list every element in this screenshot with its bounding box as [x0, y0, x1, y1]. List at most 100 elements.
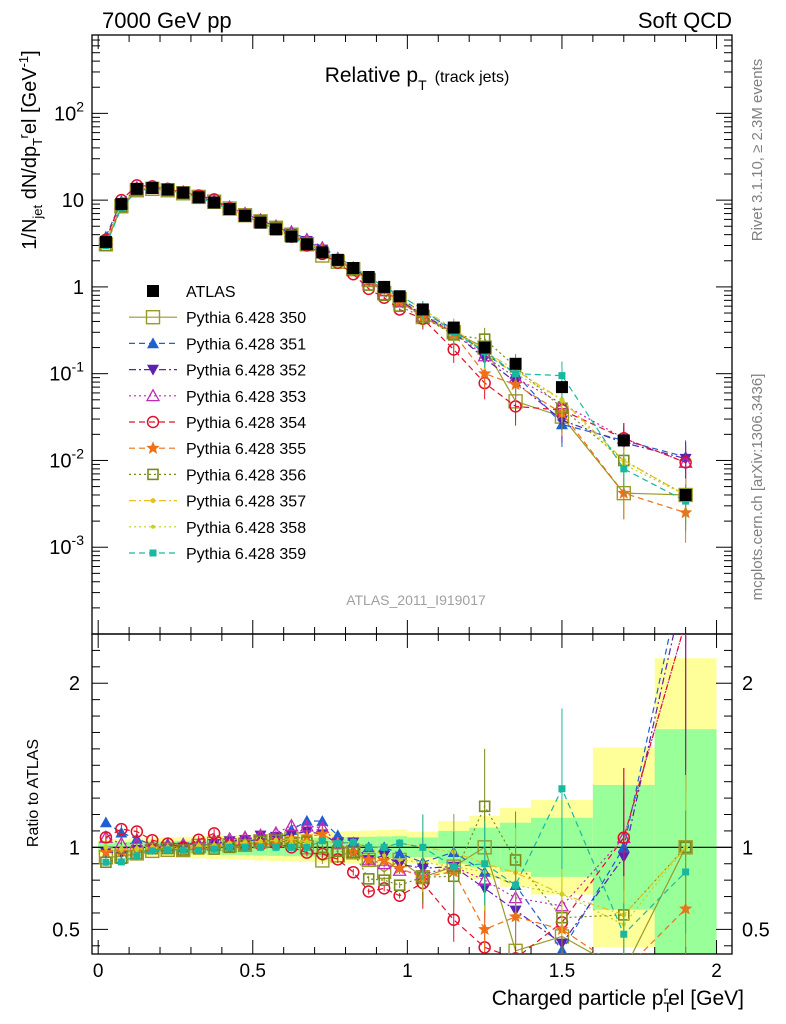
legend-entry: Pythia 6.428 356: [129, 467, 306, 484]
series-359-ratio-point: [272, 843, 280, 851]
series-356-ratio-line: [105, 804, 687, 919]
legend-entry: Pythia 6.428 354: [129, 415, 306, 432]
ratio-series-layer: [98, 554, 693, 977]
series-354-ratio-point: [447, 913, 460, 926]
series-359-ratio-point: [558, 785, 566, 793]
legend-marker: [147, 468, 159, 481]
legend-label: Pythia 6.428 353: [186, 389, 306, 406]
series-359-ratio-point: [396, 839, 404, 847]
series-355-ratio-point: [315, 827, 329, 840]
plot-title-tail: (track jets): [435, 69, 510, 86]
legend-label: Pythia 6.428 359: [186, 546, 306, 563]
x-tick-label: 1: [402, 961, 413, 982]
series-359-ratio-point: [257, 843, 265, 851]
header-energy-label: 7000 GeV pp: [102, 8, 232, 33]
atlas-data-point: [269, 223, 282, 236]
series-355-ratio-point: [377, 853, 391, 867]
atlas-data-point: [300, 238, 313, 251]
series-351-ratio-point: [99, 816, 112, 828]
series-354-ratio-point: [115, 822, 128, 836]
legend-entry: Pythia 6.428 358: [129, 520, 306, 537]
axis-ticks: 0 0.5 1 1.5 2 10-3 10-2 10-1 1 10 102 0.5 0.5 1 1 2 2: [49, 34, 770, 982]
legend-label: Pythia 6.428 352: [186, 363, 306, 380]
plot-title-main: Relative p: [325, 64, 418, 87]
legend-entry: Pythia 6.428 352: [129, 363, 306, 380]
series-351-ratio-point: [331, 829, 344, 841]
series-359-ratio-point: [241, 843, 249, 851]
series-351-ratio-point: [680, 554, 692, 565]
legend-marker: [147, 337, 159, 349]
y-axis-label-top: 1/Njet dN/dpTrel [GeV-1]: [16, 50, 45, 249]
series-359-ratio-point: [287, 843, 295, 851]
legend-marker: [145, 388, 161, 402]
series-354-ratio-point: [207, 827, 221, 840]
y-tick-label-top: 10-2: [49, 445, 84, 472]
series-356-ratio-point: [362, 873, 375, 885]
series-354-ratio-point: [617, 831, 631, 844]
atlas-data-point: [617, 434, 630, 447]
y-tick-label-ratio-right: 2: [742, 673, 753, 695]
atlas-data-point: [239, 209, 252, 222]
series-355-ratio-point: [617, 964, 630, 977]
series-359-ratio-point: [620, 930, 628, 938]
y-tick-label-ratio: 0.5: [52, 919, 80, 941]
plot-title: Relative pT (track jets): [325, 64, 510, 93]
y-tick-label-top: 10-1: [49, 359, 84, 386]
atlas-data-series: [99, 181, 692, 501]
series-354-ratio-point: [680, 616, 691, 627]
series-359-ratio-point: [682, 868, 690, 876]
series-359-ratio-point: [334, 839, 342, 847]
series-359-point: [558, 372, 566, 380]
atlas-data-point: [347, 262, 360, 275]
series-359-ratio-point: [117, 858, 125, 866]
series-355-ratio-point: [478, 922, 492, 935]
legend-entry: Pythia 6.428 359: [129, 546, 306, 563]
series-353-ratio-point: [284, 818, 299, 832]
atlas-data-point: [378, 280, 391, 293]
legend-label: Pythia 6.428 356: [186, 467, 306, 484]
atlas-data-point: [555, 381, 568, 394]
series-358-ratio-point: [134, 847, 139, 852]
legend: ATLAS Pythia 6.428 350 Pythia 6.428 351 Pyt…: [129, 284, 306, 563]
atlas-data-point: [130, 182, 143, 195]
y-axis-label-ratio: Ratio to ATLAS: [25, 739, 42, 847]
series-359-ratio-point: [380, 843, 388, 851]
series-358-ratio-point: [382, 853, 387, 858]
y-tick-label-ratio: 1: [69, 837, 80, 859]
series-359-ratio-point: [419, 843, 427, 851]
series-355-ratio-point: [300, 829, 314, 843]
series-358-ratio-point: [103, 845, 108, 850]
series-356-ratio-point: [478, 800, 491, 813]
atlas-data-point: [208, 196, 221, 209]
y-tick-label-top: 10-3: [49, 532, 84, 559]
series-359-point: [682, 497, 690, 505]
series-358-point: [559, 397, 564, 402]
series-353-ratio-point: [680, 616, 692, 627]
legend-marker: [146, 441, 160, 454]
series-350-ratio-point: [617, 964, 630, 977]
series-356-ratio-point: [393, 879, 406, 892]
x-tick-label: 1.5: [549, 961, 575, 982]
atlas-data-point: [285, 230, 298, 243]
legend-entry: Pythia 6.428 355: [129, 441, 306, 458]
atlas-data-point: [509, 357, 522, 370]
y-tick-label-ratio: 2: [69, 673, 80, 695]
y-tick-label-top: 102: [54, 98, 84, 125]
atlas-data-point: [393, 290, 406, 303]
atlas-data-point: [447, 321, 460, 334]
legend-entry: Pythia 6.428 350: [129, 310, 306, 327]
series-359-ratio-point: [450, 863, 458, 871]
series-355-ratio-point: [362, 853, 376, 866]
atlas-data-point: [331, 253, 344, 266]
main-plot-frame: [91, 34, 733, 635]
ratio-plot-frame: [91, 633, 733, 955]
legend-label: Pythia 6.428 358: [186, 520, 306, 537]
y-tick-label-top: 1: [73, 277, 84, 299]
atlas-data-point: [254, 216, 267, 229]
series-359-ratio-point: [102, 858, 110, 866]
ratio-uncertainty-bands: [92, 658, 732, 954]
legend-marker: [150, 498, 156, 504]
series-358-ratio-point: [559, 892, 564, 897]
legend-entry: ATLAS: [147, 284, 236, 301]
